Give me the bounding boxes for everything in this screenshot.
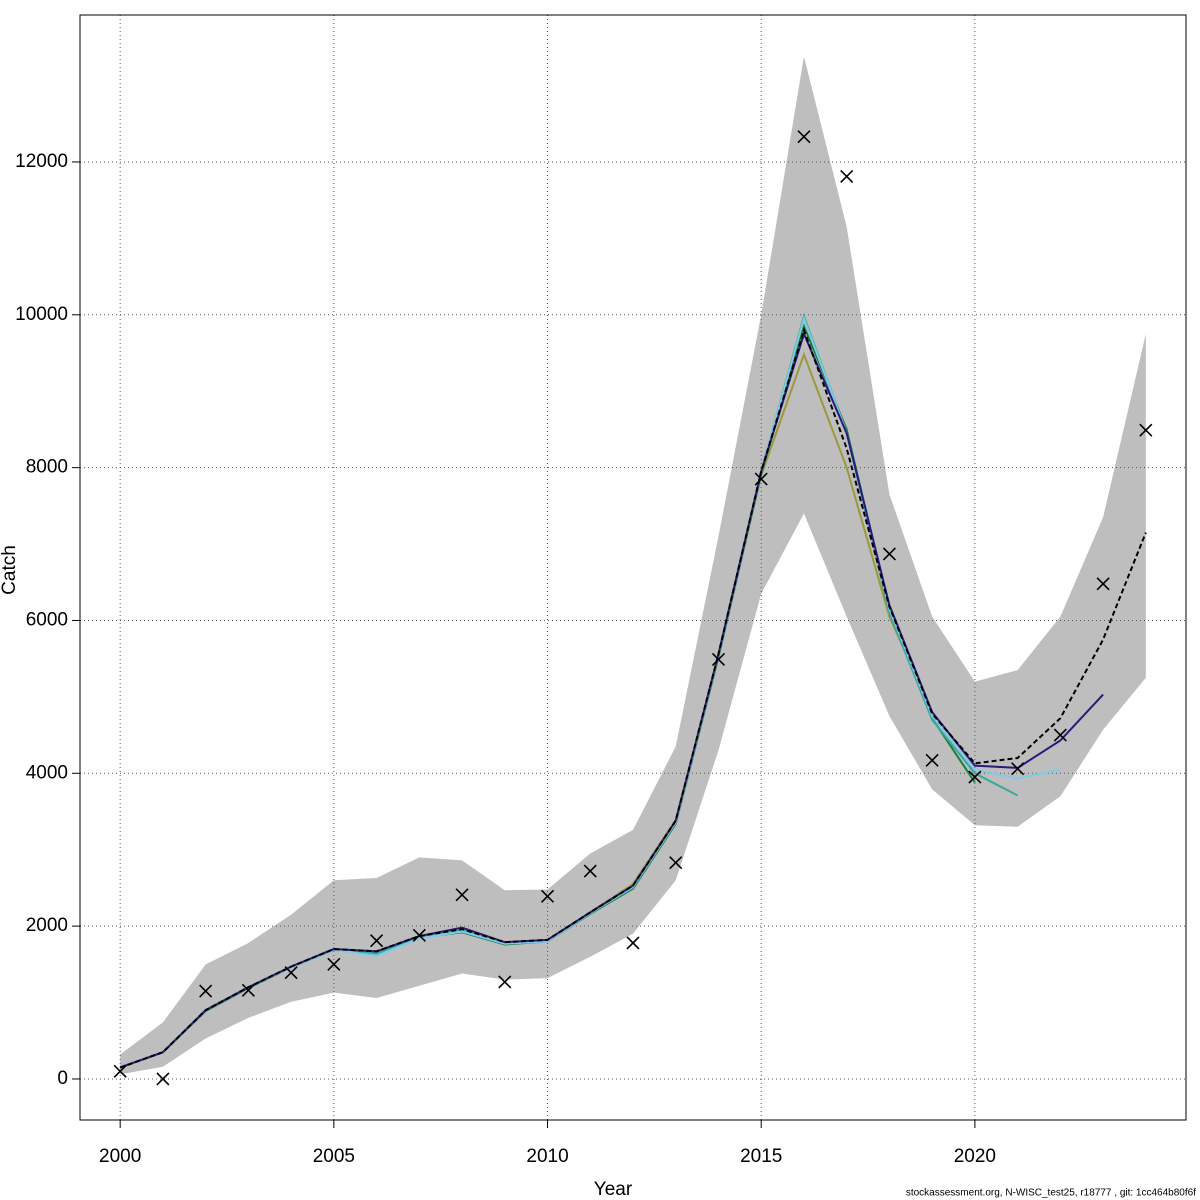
x-tick-label: 2005 bbox=[313, 1146, 355, 1167]
observed-point bbox=[583, 864, 597, 878]
y-tick-label: 6000 bbox=[26, 609, 68, 630]
observed-point bbox=[754, 472, 768, 486]
x-tick-label: 2015 bbox=[740, 1146, 782, 1167]
observed-point bbox=[498, 975, 512, 989]
x-axis-label: Year bbox=[594, 1179, 633, 1200]
observed-point bbox=[327, 957, 341, 971]
observed-point bbox=[711, 652, 726, 666]
observed-point bbox=[370, 934, 384, 948]
observed-point bbox=[840, 169, 854, 184]
observed-point bbox=[1053, 728, 1067, 742]
observed-point bbox=[882, 547, 896, 561]
observed-point bbox=[455, 888, 469, 902]
observed-point bbox=[284, 966, 298, 980]
observed-point bbox=[925, 753, 939, 767]
observed-point bbox=[241, 983, 255, 997]
y-tick-label: 12000 bbox=[15, 151, 68, 172]
y-tick-label: 0 bbox=[57, 1068, 68, 1089]
observed-point bbox=[1011, 762, 1025, 776]
observed-point bbox=[1139, 423, 1153, 437]
y-tick-label: 10000 bbox=[15, 304, 68, 325]
x-tick-label: 2020 bbox=[954, 1146, 996, 1167]
footer: stockassessment.org, N-WISC_test25, r187… bbox=[906, 1188, 1196, 1199]
observed-point bbox=[113, 1064, 127, 1078]
series-line bbox=[119, 326, 1147, 1069]
x-tick-label: 2000 bbox=[99, 1146, 141, 1167]
observed-point bbox=[199, 984, 213, 998]
observed-point bbox=[968, 770, 982, 784]
observed-point bbox=[1096, 577, 1110, 591]
y-tick-label: 8000 bbox=[26, 457, 68, 478]
y-axis-label: Catch bbox=[0, 545, 20, 595]
y-tick-label: 2000 bbox=[26, 915, 68, 936]
observed-point bbox=[669, 856, 683, 870]
y-tick-label: 4000 bbox=[26, 762, 68, 783]
observed-point bbox=[412, 928, 426, 942]
observed-point bbox=[540, 889, 555, 903]
confidence-band bbox=[120, 56, 1146, 1075]
observed-point bbox=[626, 936, 640, 950]
observed-point bbox=[156, 1072, 170, 1086]
observed-point bbox=[797, 130, 811, 144]
x-tick-label: 2010 bbox=[526, 1146, 568, 1167]
plot-frame bbox=[79, 14, 1187, 1121]
